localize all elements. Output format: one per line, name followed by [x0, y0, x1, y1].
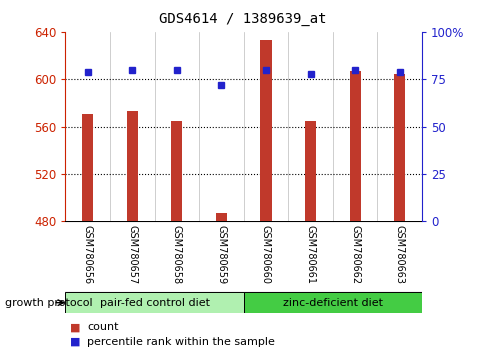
Text: ■: ■	[70, 337, 81, 347]
Text: ■: ■	[70, 322, 81, 332]
Text: GSM780663: GSM780663	[394, 225, 404, 284]
Text: percentile rank within the sample: percentile rank within the sample	[87, 337, 274, 347]
Bar	[393, 74, 405, 221]
Text: GDS4614 / 1389639_at: GDS4614 / 1389639_at	[158, 12, 326, 27]
Text: growth protocol: growth protocol	[5, 298, 92, 308]
Bar	[65, 292, 243, 313]
Bar	[243, 292, 421, 313]
Bar	[126, 111, 137, 221]
Text: GSM780656: GSM780656	[83, 225, 92, 284]
Text: GSM780661: GSM780661	[305, 225, 315, 284]
Bar	[260, 40, 271, 221]
Text: pair-fed control diet: pair-fed control diet	[99, 298, 209, 308]
Text: GSM780658: GSM780658	[171, 225, 182, 284]
Bar	[304, 121, 316, 221]
Bar	[349, 71, 360, 221]
Text: count: count	[87, 322, 119, 332]
Bar	[215, 213, 227, 221]
Text: zinc-deficient diet: zinc-deficient diet	[282, 298, 382, 308]
Bar	[82, 114, 93, 221]
Text: GSM780662: GSM780662	[349, 225, 359, 284]
Text: GSM780657: GSM780657	[127, 225, 137, 284]
Text: GSM780659: GSM780659	[216, 225, 226, 284]
Text: GSM780660: GSM780660	[260, 225, 271, 284]
Bar	[171, 121, 182, 221]
